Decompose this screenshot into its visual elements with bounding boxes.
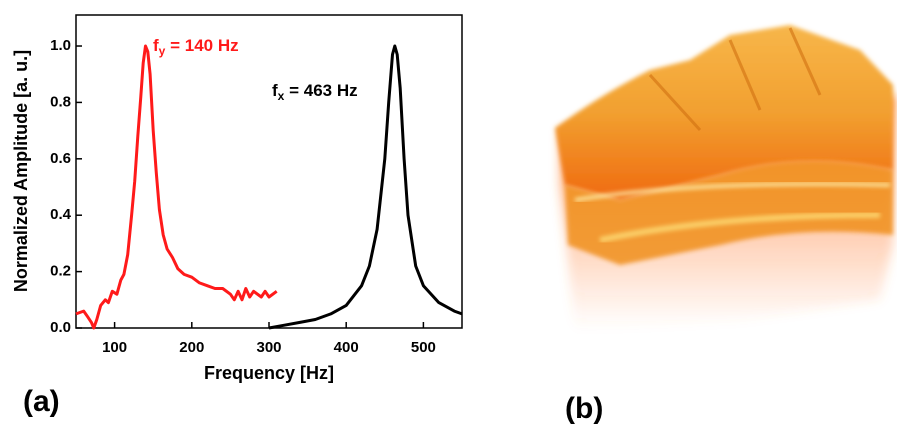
annotation: fx = 463 Hz xyxy=(272,81,358,103)
annotation: fy = 140 Hz xyxy=(153,36,239,58)
y-tick-label: 0.4 xyxy=(50,206,72,223)
volume-image xyxy=(555,25,895,330)
annotation-rest: = 463 Hz xyxy=(284,81,357,100)
y-tick-label: 0.0 xyxy=(50,319,71,336)
data-line xyxy=(76,46,277,328)
y-tick-label: 0.2 xyxy=(50,263,71,280)
figure: (a) (b) Frequency [Hz] Normalized Amplit… xyxy=(0,0,897,429)
panel-label: (b) xyxy=(565,392,603,425)
y-tick-label: 1.0 xyxy=(50,37,71,54)
y-tick-label: 0.8 xyxy=(50,93,71,110)
x-tick-label: 500 xyxy=(411,339,436,356)
x-tick-label: 300 xyxy=(256,339,281,356)
x-tick-label: 400 xyxy=(334,339,359,356)
y-axis-label: Normalized Amplitude [a. u.] xyxy=(11,50,31,292)
panel-label: (a) xyxy=(23,385,60,418)
x-axis-label: Frequency [Hz] xyxy=(204,363,334,383)
x-tick-label: 200 xyxy=(179,339,204,356)
annotation-rest: = 140 Hz xyxy=(165,36,238,55)
y-tick-label: 0.6 xyxy=(50,150,71,167)
x-tick-label: 100 xyxy=(102,339,127,356)
